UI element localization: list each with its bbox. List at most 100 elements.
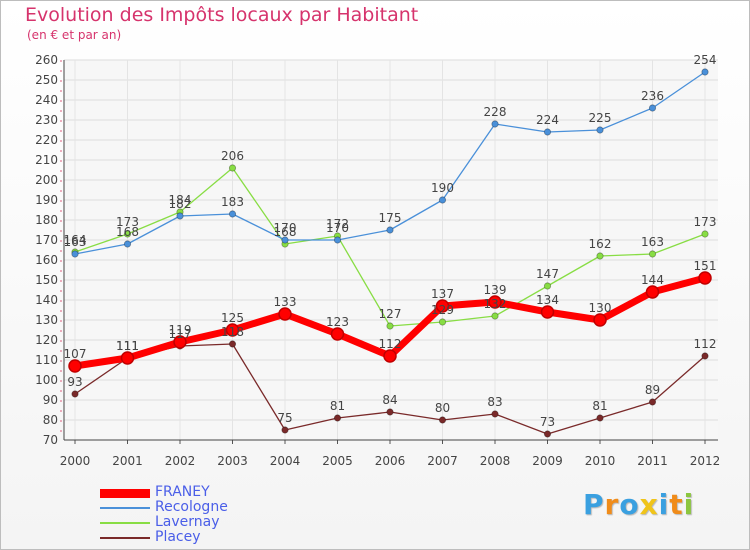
x-tick-label: 2003 [217, 454, 248, 468]
legend-item-placey: Placey [100, 529, 300, 545]
chart-legend: FRANEY Recologne Lavernay Placey [100, 484, 300, 545]
point-franey [698, 271, 712, 285]
x-tick-label: 2006 [375, 454, 406, 468]
point-placey [333, 414, 342, 422]
x-tick-label: 2009 [532, 454, 563, 468]
data-label-placey: 117 [169, 327, 192, 341]
point-lavernay [228, 164, 237, 172]
point-placey [543, 430, 552, 438]
data-label-recologne: 225 [589, 111, 612, 125]
logo-letter: P [583, 488, 605, 521]
data-label-recologne: 236 [641, 89, 664, 103]
data-label-lavernay: 163 [641, 235, 664, 249]
point-lavernay [491, 312, 499, 320]
logo-letter: r [604, 488, 620, 521]
point-placey [386, 408, 394, 416]
legend-label: FRANEY [155, 484, 210, 500]
y-tick-label: 120 [35, 333, 58, 347]
y-tick-label: 180 [35, 213, 58, 227]
point-placey [438, 416, 447, 424]
point-franey [68, 359, 82, 373]
data-label-recologne: 170 [274, 221, 297, 235]
data-label-recologne: 228 [484, 105, 507, 119]
chart-subtitle: (en € et par an) [27, 28, 122, 42]
data-label-lavernay: 173 [116, 215, 139, 229]
point-lavernay [386, 322, 394, 330]
data-label-lavernay: 162 [589, 237, 612, 251]
y-tick-label: 170 [35, 233, 58, 247]
logo-letter: x [639, 488, 659, 521]
x-tick-label: 2011 [637, 454, 668, 468]
point-recologne [386, 226, 394, 234]
x-tick-label: 2000 [60, 454, 91, 468]
point-recologne [281, 236, 289, 244]
x-tick-label: 2012 [690, 454, 721, 468]
x-tick-label: 2010 [585, 454, 616, 468]
legend-swatch [100, 537, 150, 539]
point-recologne [333, 236, 342, 244]
data-label-franey: 151 [694, 259, 717, 273]
point-franey [435, 299, 450, 313]
data-label-franey: 133 [274, 295, 297, 309]
data-label-franey: 107 [64, 347, 87, 361]
data-label-lavernay: 164 [64, 233, 87, 247]
y-tick-label: 250 [35, 73, 58, 87]
point-recologne [701, 68, 709, 76]
legend-label: Lavernay [155, 514, 220, 530]
y-tick-label: 110 [35, 353, 58, 367]
legend-swatch [100, 507, 150, 509]
point-franey [120, 351, 135, 365]
data-label-placey: 93 [67, 375, 82, 389]
legend-label: Recologne [155, 499, 228, 515]
y-tick-label: 240 [35, 93, 58, 107]
plot-area [64, 60, 718, 440]
data-label-placey: 84 [382, 393, 397, 407]
data-label-franey: 112 [379, 337, 402, 351]
data-label-lavernay: 184 [169, 193, 192, 207]
proxiti-logo: Proxiti [583, 488, 694, 521]
data-label-recologne: 163 [64, 235, 87, 249]
data-label-franey: 125 [221, 311, 244, 325]
point-lavernay [701, 230, 709, 238]
point-placey [701, 352, 709, 360]
y-tick-label: 140 [35, 293, 58, 307]
point-lavernay [438, 318, 447, 326]
chart-title: Evolution des Impôts locaux par Habitant [25, 4, 419, 26]
point-franey [593, 313, 607, 327]
y-tick-label: 260 [35, 53, 58, 67]
data-label-placey: 75 [277, 411, 292, 425]
y-tick-label: 130 [35, 313, 58, 327]
y-tick-label: 230 [35, 113, 58, 127]
data-label-lavernay: 127 [379, 307, 402, 321]
point-placey [281, 426, 289, 434]
point-franey [278, 307, 292, 321]
data-label-franey: 144 [641, 273, 664, 287]
y-tick-label: 100 [35, 373, 58, 387]
data-label-placey: 111 [116, 339, 139, 353]
data-label-placey: 118 [221, 325, 244, 339]
data-label-franey: 134 [536, 293, 559, 307]
logo-letter: t [669, 488, 684, 521]
logo-letter: i [683, 488, 695, 521]
point-franey [383, 349, 397, 363]
data-label-franey: 139 [484, 283, 507, 297]
data-label-franey: 119 [169, 323, 192, 337]
legend-swatch [100, 522, 150, 524]
x-tick-label: 2005 [322, 454, 353, 468]
x-tick-label: 2007 [427, 454, 458, 468]
x-tick-label: 2008 [480, 454, 511, 468]
data-label-recologne: 254 [694, 53, 717, 67]
data-label-lavernay: 206 [221, 149, 244, 163]
point-lavernay [596, 252, 604, 260]
data-label-lavernay: 168 [274, 225, 297, 239]
data-label-placey: 73 [540, 415, 555, 429]
point-placey [596, 414, 604, 422]
y-tick-label: 210 [35, 153, 58, 167]
y-tick-label: 80 [43, 413, 58, 427]
x-tick-label: 2002 [165, 454, 196, 468]
y-tick-label: 150 [35, 273, 58, 287]
point-franey [540, 305, 555, 319]
legend-item-lavernay: Lavernay [100, 514, 300, 530]
point-franey [330, 327, 345, 341]
